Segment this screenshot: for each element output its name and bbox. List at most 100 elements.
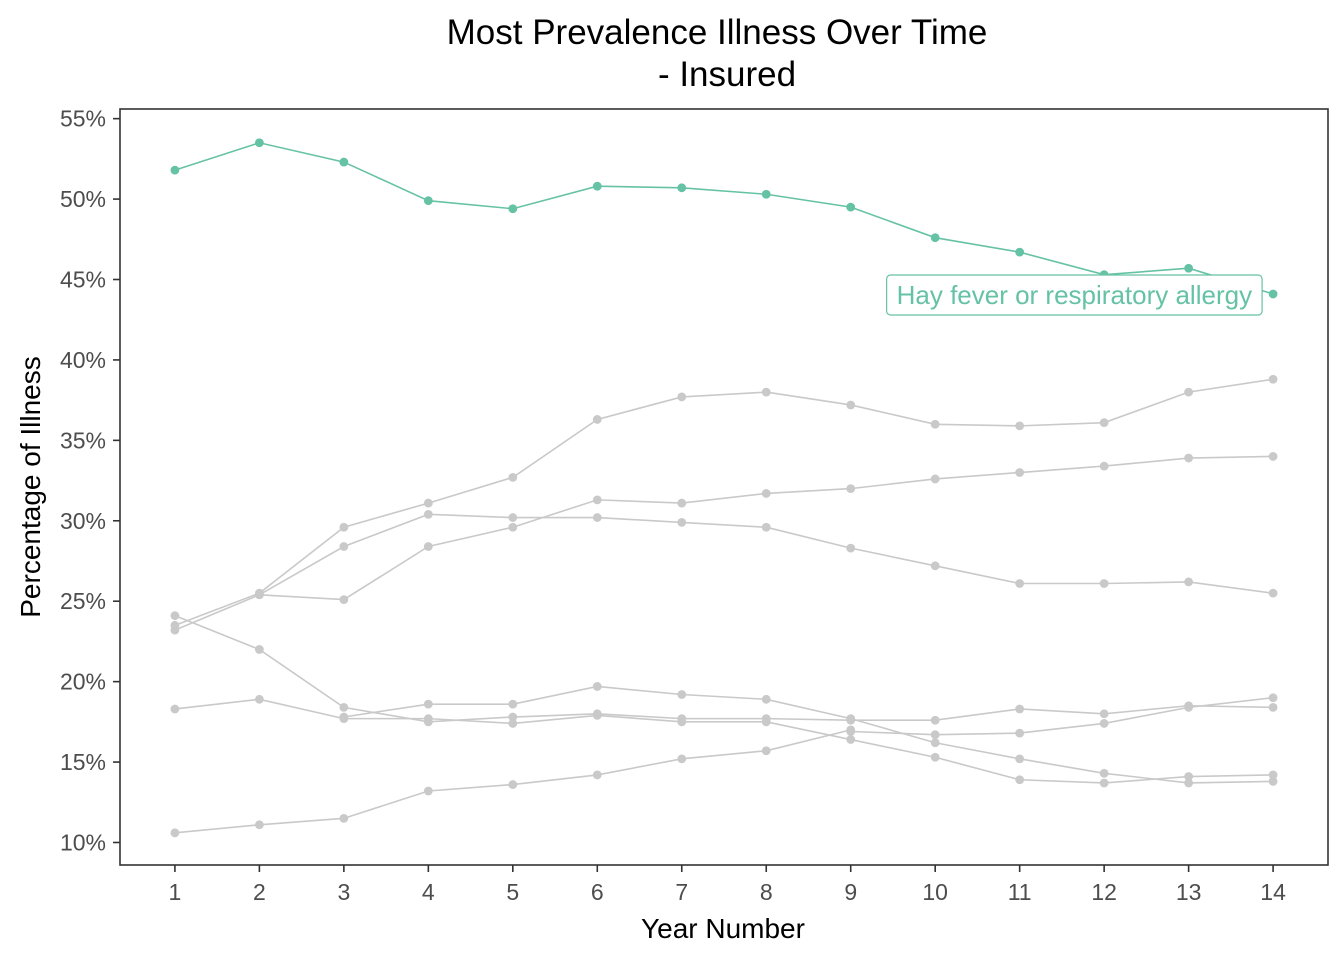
data-point [1268,702,1278,712]
x-tick-label: 9 [844,879,857,905]
data-point [423,714,433,724]
y-tick-label: 15% [60,749,106,775]
muted-series [254,452,1278,604]
data-point [170,165,180,175]
y-tick-label: 50% [60,186,106,212]
data-point [254,694,264,704]
data-point [761,489,771,498]
data-point [1015,728,1025,738]
x-tick-label: 14 [1260,879,1286,905]
data-point [846,714,856,724]
data-point [339,702,349,712]
data-point [339,813,349,823]
data-point [930,474,940,484]
data-point [761,387,771,397]
x-tick-label: 3 [337,879,350,905]
data-point [677,690,687,699]
data-point [508,472,518,482]
y-tick-label: 10% [60,829,106,855]
data-point [592,181,602,191]
data-point [930,561,940,571]
data-point [846,202,856,212]
data-point [592,495,602,505]
data-point [592,682,602,691]
data-point [423,509,433,519]
data-point [930,752,940,762]
x-axis: 1 2 3 4 5 6 7 8 9 10 11 12 13 14 [169,865,1286,905]
series-callout: Hay fever or respiratory allergy [886,274,1263,316]
x-tick-label: 12 [1091,879,1117,905]
plot-panel [119,108,1329,866]
y-tick-label: 30% [60,508,106,534]
muted-series [846,693,1278,740]
series-line [174,513,1274,631]
x-tick-label: 8 [760,879,773,905]
data-point [423,786,433,796]
data-point [1099,709,1109,719]
data-point [423,196,433,206]
annotation-layer: Hay fever or respiratory allergy [886,274,1263,316]
highlighted-series [170,138,1278,299]
data-point [677,183,687,193]
data-point [1268,289,1278,299]
chart-subtitle: - Insured [658,55,796,94]
data-point [1268,693,1278,703]
data-point [339,542,349,551]
data-point [1268,588,1278,598]
data-point [846,400,856,410]
data-point [846,543,856,553]
data-point [1184,772,1194,781]
data-point [423,699,433,709]
data-point [254,590,264,600]
data-point [339,595,349,604]
muted-series [170,374,1278,630]
data-point [761,522,771,532]
data-point [761,189,771,199]
series-line [850,696,1274,736]
data-point [508,699,518,709]
data-point [1015,775,1025,785]
data-point [1184,577,1194,587]
y-tick-label: 25% [60,588,106,614]
data-point [1099,461,1109,471]
muted-series [339,682,1278,788]
data-point [1015,421,1025,431]
data-point [761,694,771,704]
data-point [1184,702,1194,712]
data-point [1184,387,1194,397]
data-point [930,738,940,748]
data-point [846,735,856,744]
x-tick-label: 5 [506,879,519,905]
data-point [677,392,687,402]
data-point [508,204,518,214]
x-tick-label: 7 [675,879,688,905]
data-point [170,828,180,838]
data-point [677,754,687,764]
data-point [1268,452,1278,461]
data-point [423,542,433,551]
data-point [508,719,518,728]
data-point [1099,719,1109,728]
data-point [930,715,940,725]
data-point [677,498,687,508]
data-point [1268,776,1278,786]
muted-series [170,725,856,838]
data-point [1184,453,1194,463]
series-line [174,378,1274,627]
series-line [174,614,1274,723]
muted-series [170,694,1278,788]
data-point [170,704,180,714]
data-point [339,712,349,722]
data-point [761,746,771,756]
data-point [1015,754,1025,764]
series-line [174,141,1274,295]
data-point [508,780,518,789]
y-tick-label: 40% [60,347,106,373]
data-point [1099,579,1109,588]
data-point [592,513,602,522]
data-point [1015,247,1025,257]
x-tick-label: 13 [1176,879,1202,905]
x-tick-label: 1 [169,879,182,905]
series-layer [170,138,1278,838]
data-point [339,522,349,532]
